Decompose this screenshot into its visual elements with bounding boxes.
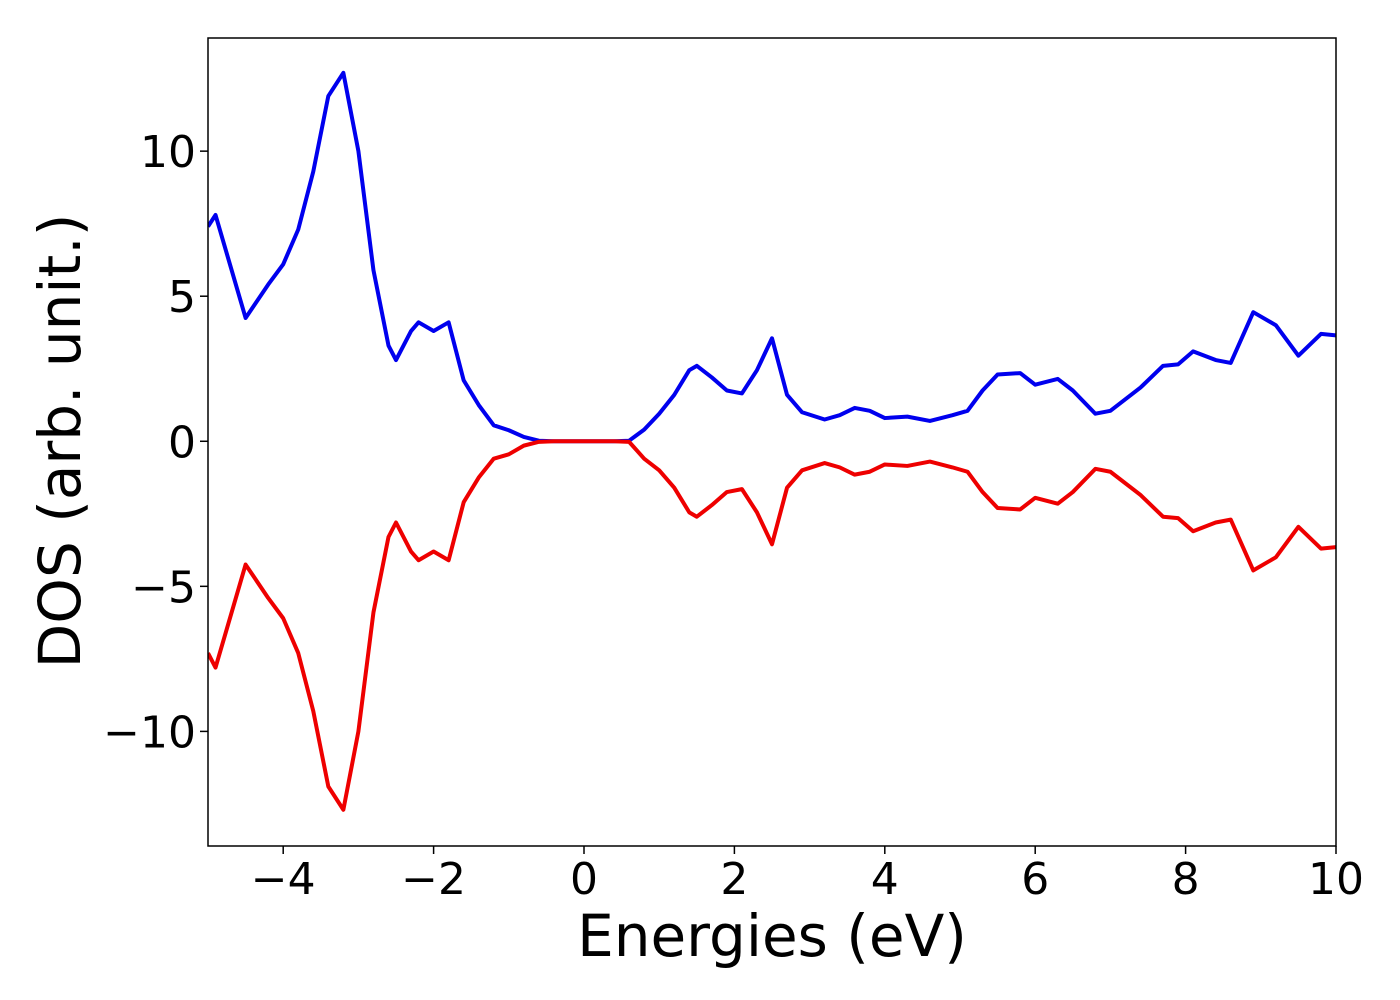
y-tick-label: −10	[103, 707, 196, 758]
y-tick-label: 5	[168, 272, 196, 323]
x-tick-label: 8	[1172, 854, 1200, 905]
y-tick-label: 0	[168, 417, 196, 468]
x-axis-label: Energies (eV)	[577, 902, 967, 970]
plot-frame	[207, 37, 1337, 847]
y-axis-label: DOS (arb. unit.)	[26, 214, 94, 669]
x-tick-label: 0	[570, 854, 598, 905]
x-tick-label: 10	[1308, 854, 1364, 905]
x-tick-label: −4	[251, 854, 316, 905]
x-tick-label: 2	[720, 854, 748, 905]
y-tick-label: 10	[140, 127, 196, 178]
x-tick-label: 6	[1021, 854, 1049, 905]
x-tick-label: −2	[401, 854, 466, 905]
dos-line	[208, 70, 1336, 444]
x-tick-label: 4	[871, 854, 899, 905]
dos-line	[208, 439, 1336, 812]
y-tick-label: −5	[131, 562, 196, 613]
